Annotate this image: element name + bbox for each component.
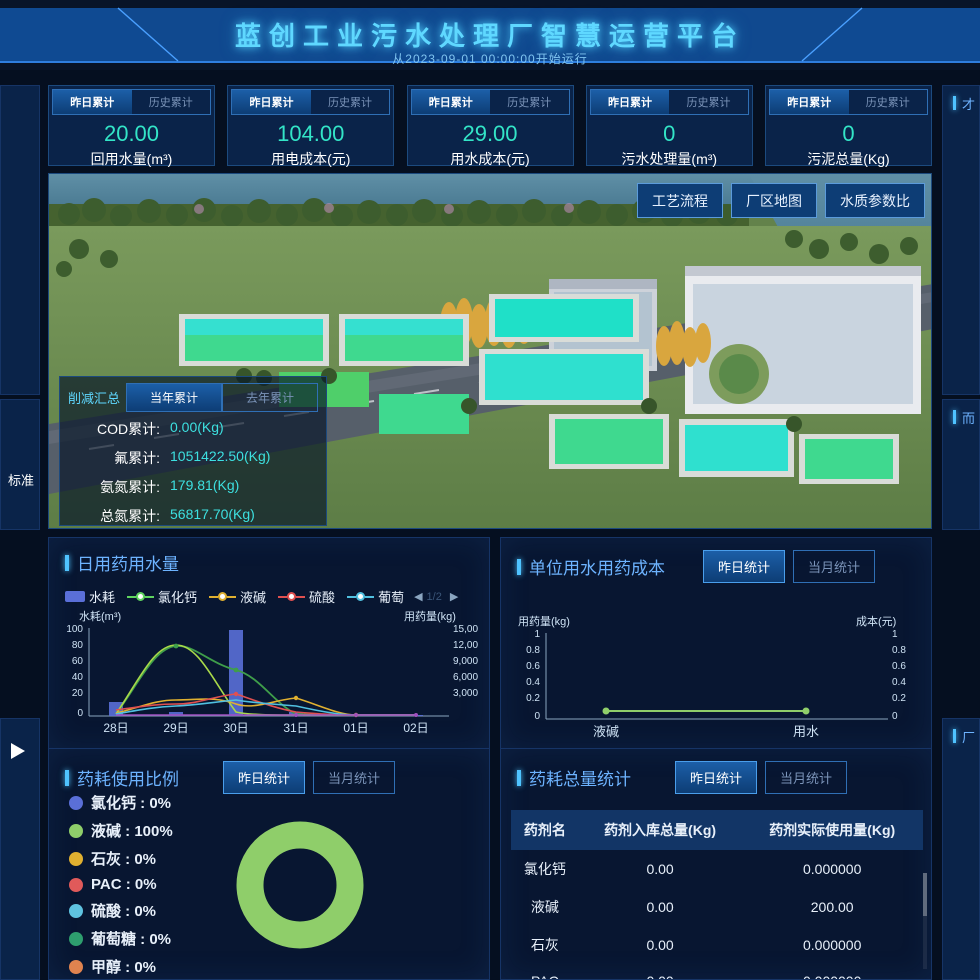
svg-text:0.6: 0.6 [526, 661, 540, 672]
svg-text:12,00: 12,00 [453, 640, 478, 651]
svg-text:用药量(kg): 用药量(kg) [404, 610, 456, 623]
svg-text:30日: 30日 [223, 721, 248, 735]
svg-text:用药量(kg): 用药量(kg) [518, 615, 570, 628]
svg-text:9,000: 9,000 [453, 656, 478, 667]
svg-text:02日: 02日 [403, 721, 428, 735]
svg-text:0: 0 [892, 711, 898, 722]
svg-text:水耗(m³): 水耗(m³) [79, 610, 121, 623]
svg-text:6,000: 6,000 [453, 672, 478, 683]
svg-text:0.8: 0.8 [892, 645, 906, 656]
svg-text:01日: 01日 [343, 721, 368, 735]
svg-text:用水: 用水 [793, 724, 819, 739]
svg-text:20: 20 [72, 688, 84, 699]
svg-text:100: 100 [66, 624, 83, 635]
svg-text:1: 1 [892, 629, 898, 640]
svg-text:0: 0 [77, 708, 83, 719]
svg-text:液碱: 液碱 [593, 724, 619, 739]
svg-text:15,00: 15,00 [453, 624, 478, 635]
svg-text:29日: 29日 [163, 721, 188, 735]
svg-text:成本(元): 成本(元) [856, 614, 896, 628]
svg-text:40: 40 [72, 672, 84, 683]
svg-text:3,000: 3,000 [453, 688, 478, 699]
svg-text:31日: 31日 [283, 721, 308, 735]
svg-text:60: 60 [72, 656, 84, 667]
svg-text:0.4: 0.4 [892, 677, 906, 688]
svg-text:0: 0 [534, 711, 540, 722]
svg-text:0.2: 0.2 [526, 693, 540, 704]
svg-text:80: 80 [72, 640, 84, 651]
svg-text:0.4: 0.4 [526, 677, 540, 688]
svg-text:1: 1 [534, 629, 540, 640]
svg-text:0.6: 0.6 [892, 661, 906, 672]
svg-text:0.2: 0.2 [892, 693, 906, 704]
svg-text:28日: 28日 [103, 721, 128, 735]
svg-text:0.8: 0.8 [526, 645, 540, 656]
